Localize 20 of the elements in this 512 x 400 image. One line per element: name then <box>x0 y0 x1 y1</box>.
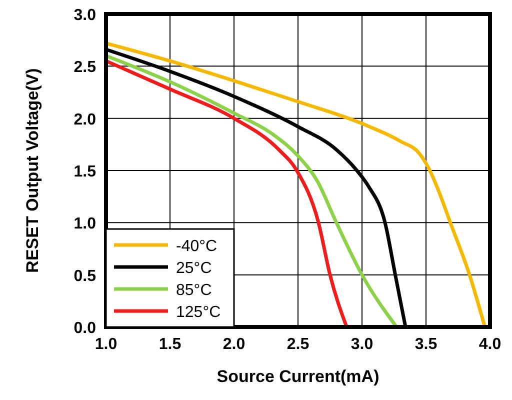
x-tick-label: 3.0 <box>350 336 374 353</box>
y-axis-title: RESET Output Voltage(V) <box>23 68 42 273</box>
x-tick-label: 1.0 <box>94 336 118 353</box>
legend-label: 85°C <box>176 282 212 299</box>
y-tick-label: 0.0 <box>74 320 96 337</box>
x-tick-label: 2.0 <box>222 336 246 353</box>
y-tick-label: 2.5 <box>74 59 96 76</box>
y-tick-label: 3.0 <box>74 7 96 24</box>
legend-label: 125°C <box>176 304 221 321</box>
legend-label: 25°C <box>176 260 212 277</box>
x-axis-title: Source Current(mA) <box>216 367 380 386</box>
x-tick-label: 1.5 <box>158 336 182 353</box>
x-tick-label: 2.5 <box>286 336 310 353</box>
y-tick-label: 1.5 <box>74 164 96 180</box>
legend-label: -40°C <box>176 238 218 255</box>
y-tick-label: 0.5 <box>74 268 96 285</box>
y-tick-label: 1.0 <box>74 216 96 233</box>
y-tick-label: 2.0 <box>74 111 96 128</box>
x-tick-label: 3.5 <box>414 336 438 353</box>
x-tick-label: 4.0 <box>478 336 502 353</box>
